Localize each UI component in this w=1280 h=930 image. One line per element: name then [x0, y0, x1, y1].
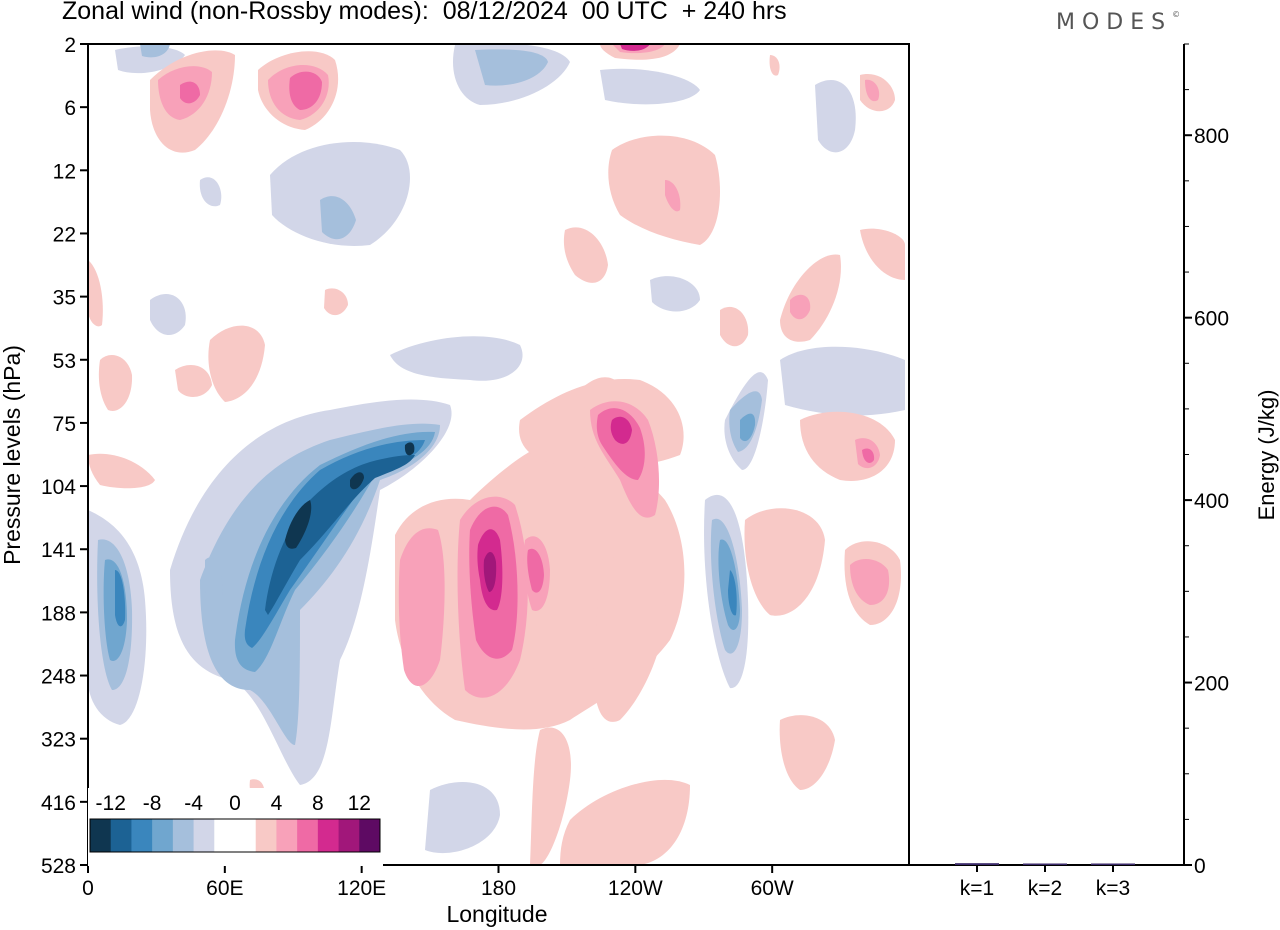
colorbar-labels: -12 -8 -4 0 4 8 12 — [96, 792, 371, 815]
y-tick-label: 75 — [53, 413, 76, 436]
energy-x-tick-label: k=2 — [1028, 877, 1062, 900]
x-tick-label: 180 — [481, 877, 516, 900]
colorbar-label: -12 — [96, 792, 126, 815]
colorbar-swatch — [255, 819, 277, 852]
chart-title: Zonal wind (non-Rossby modes): 08/12/202… — [62, 0, 787, 25]
y-tick-label: 528 — [41, 855, 76, 878]
x-tick-label: 120E — [337, 877, 386, 900]
y-tick-label: 248 — [41, 666, 76, 689]
colorbar-swatch — [338, 819, 360, 852]
y-tick-label: 416 — [41, 792, 76, 815]
energy-tick-label: 800 — [1194, 125, 1229, 148]
y-tick-label: 2 — [64, 34, 76, 57]
energy-bars — [955, 863, 1135, 865]
colorbar-label: 0 — [229, 792, 241, 815]
y-axis-label: Pressure levels (hPa) — [0, 345, 25, 565]
colorbar-swatch — [172, 819, 195, 852]
colorbar-swatch — [152, 819, 174, 852]
x-tick-label: 120W — [608, 877, 663, 900]
energy-tick-label: 0 — [1194, 855, 1206, 878]
zonal-wind-field — [88, 44, 905, 865]
y-tick-label: 141 — [41, 539, 76, 562]
colorbar-swatch — [110, 819, 132, 852]
energy-x-tick-label: k=1 — [960, 877, 994, 900]
y-tick-label: 12 — [53, 160, 76, 183]
energy-bar — [955, 863, 999, 865]
colorbar-label: -8 — [143, 792, 162, 815]
energy-tick-label: 400 — [1194, 490, 1229, 513]
colorbar-legend: -12 -8 -4 0 4 8 12 — [88, 788, 383, 866]
colorbar-swatch — [90, 819, 112, 852]
colorbar-swatch — [131, 819, 153, 852]
y-axis-ticks: 2 6 12 22 35 53 75 104 141 188 248 323 416 528 — [41, 34, 88, 878]
y-tick-label: 35 — [53, 287, 76, 310]
x-axis-ticks: 0 60E 120E 180 120W 60W — [82, 865, 794, 900]
x-tick-label: 60W — [751, 877, 794, 900]
x-tick-label: 0 — [82, 877, 94, 900]
energy-ylabel: Energy (J/kg) — [1254, 390, 1279, 521]
energy-bar — [1091, 863, 1135, 865]
x-axis-label: Longitude — [446, 901, 547, 927]
y-tick-label: 6 — [64, 97, 76, 120]
y-tick-label: 53 — [53, 350, 76, 373]
y-tick-label: 188 — [41, 602, 76, 625]
colorbar-swatch — [297, 819, 319, 852]
y-tick-label: 104 — [41, 476, 76, 499]
energy-tick-label: 200 — [1194, 673, 1229, 696]
energy-y-ticks: 0 200 400 600 800 — [1184, 43, 1229, 878]
energy-x-ticks: k=1 k=2 k=3 — [960, 865, 1130, 900]
colorbar-label: 8 — [312, 792, 324, 815]
colorbar-swatch — [276, 819, 298, 852]
y-tick-label: 323 — [41, 729, 76, 752]
colorbar-swatch — [193, 819, 215, 852]
y-tick-label: 22 — [53, 223, 76, 246]
energy-x-tick-label: k=3 — [1096, 877, 1130, 900]
colorbar-swatch — [359, 819, 381, 852]
colorbar-swatches — [90, 819, 381, 852]
colorbar-label: 12 — [348, 792, 371, 815]
brand-logo: MODES© — [1056, 10, 1181, 35]
energy-bar — [1023, 863, 1067, 865]
colorbar-swatch — [214, 819, 236, 852]
brand-text: MODES — [1056, 10, 1173, 35]
x-tick-label: 60E — [206, 877, 243, 900]
colorbar-swatch — [317, 819, 340, 852]
colorbar-swatch — [235, 819, 257, 852]
colorbar-label: -4 — [184, 792, 203, 815]
energy-panel: 0 200 400 600 800 k=1 k=2 k=3 Energy (J/kg) — [909, 43, 1279, 900]
colorbar-label: 4 — [271, 792, 283, 815]
energy-tick-label: 600 — [1194, 308, 1229, 331]
